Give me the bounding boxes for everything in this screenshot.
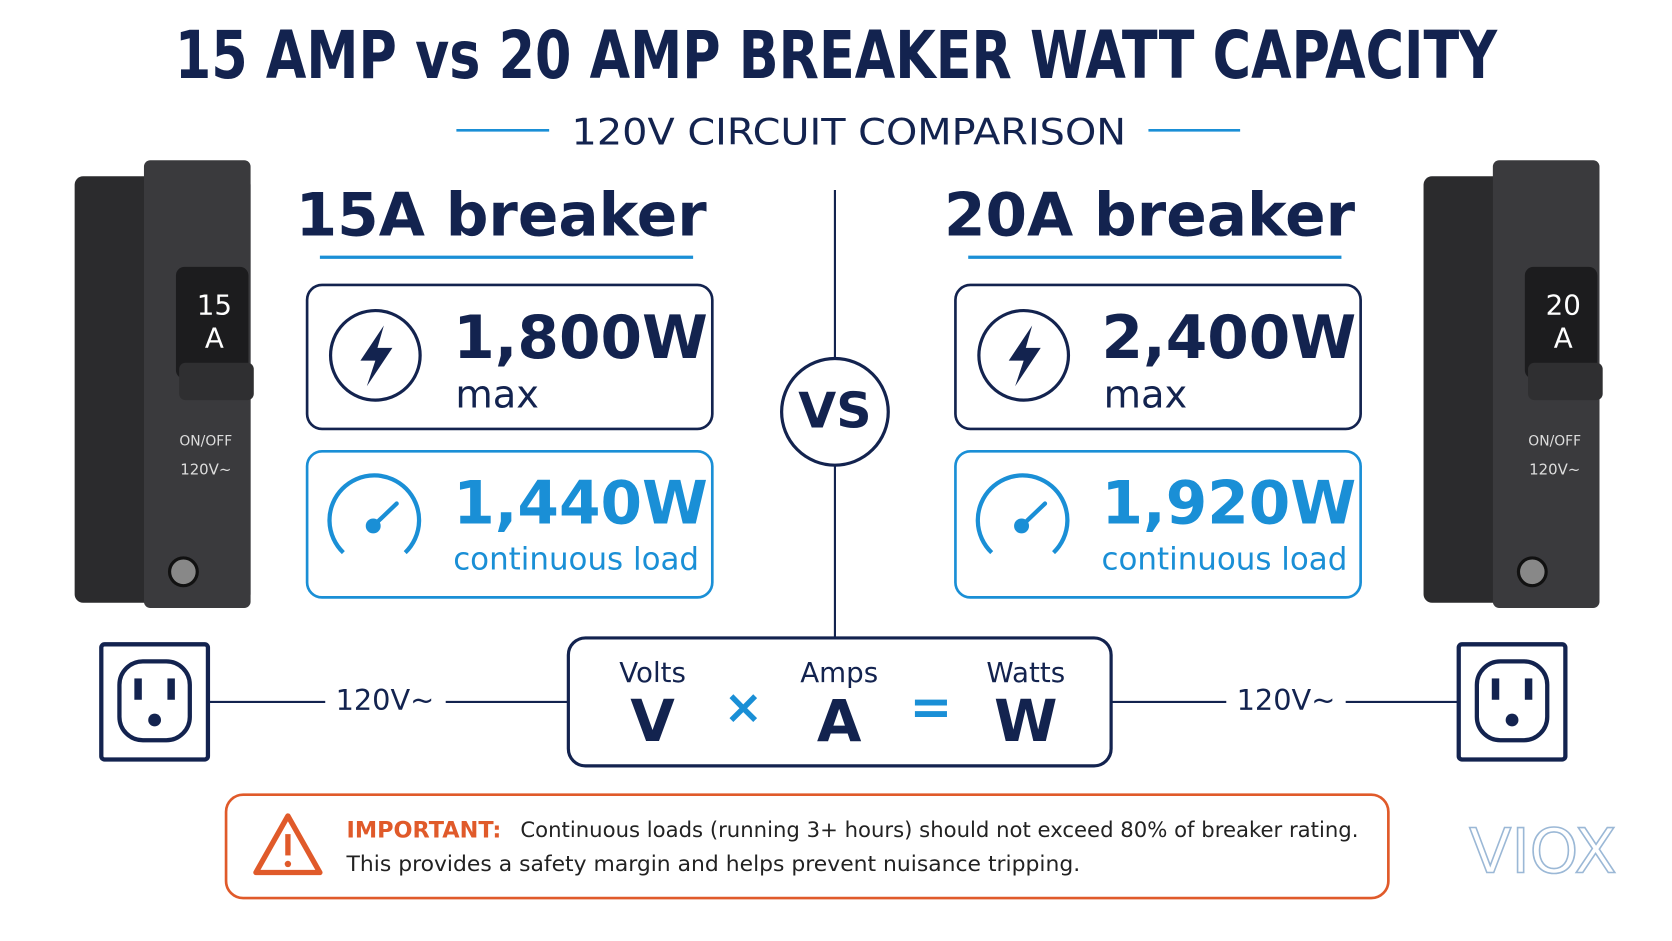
outlet-face: [1474, 659, 1550, 743]
note-line: Continuous loads (running 3+ hours) shou…: [520, 818, 1358, 843]
bolt-icon: [1008, 325, 1041, 387]
breaker-rating: A: [1554, 321, 1573, 354]
formula-name: Amps: [800, 656, 878, 689]
operator: =: [909, 677, 952, 737]
breaker-text: 120V~: [180, 461, 231, 479]
warning-icon: [253, 813, 323, 876]
breaker-rating: 20: [1546, 288, 1581, 321]
bolt-icon: [328, 308, 422, 402]
breaker-rating: 15: [197, 288, 232, 321]
formula-symbol: W: [994, 688, 1058, 755]
warning-icon: [284, 860, 292, 868]
max-label: max: [455, 372, 539, 417]
max-value: 2,400W: [1102, 304, 1357, 373]
breaker-handle: [179, 362, 254, 401]
breaker-toggle: [175, 266, 249, 379]
outlet-ground: [1505, 713, 1519, 727]
bolt-icon: [360, 325, 393, 387]
max-value: 1,800W: [453, 304, 708, 373]
outlet-slot: [1491, 678, 1500, 700]
outlet-slot: [167, 678, 175, 700]
gauge-hub: [1014, 518, 1030, 534]
breaker-text: 120V~: [1529, 461, 1580, 479]
bolt-icon: [977, 308, 1071, 402]
breaker-heading: 15A breaker: [296, 181, 708, 250]
outlet-slot: [134, 678, 142, 700]
breaker-text: ON/OFF: [179, 434, 232, 450]
max-box: [305, 283, 714, 431]
note-box: [224, 793, 1390, 900]
note-line: This provides a safety margin and helps …: [346, 852, 1081, 877]
vs: VS: [798, 381, 871, 439]
formula-name: Watts: [986, 656, 1065, 689]
formula-name: Volts: [619, 656, 686, 689]
continuous-value: 1,920W: [1102, 469, 1357, 538]
gauge-icon: [975, 473, 1070, 555]
voltage-label: 120V~: [336, 683, 435, 717]
continuous-label: continuous load: [1102, 542, 1348, 578]
continuous-box: [305, 449, 714, 599]
breaker-handle: [1528, 362, 1603, 401]
formula-symbol: A: [817, 688, 862, 755]
title: 15 AMP vs 20 AMP BREAKER WATT CAPACITY: [175, 17, 1498, 94]
formula-symbol: V: [630, 688, 675, 755]
breaker-rating: A: [205, 321, 224, 354]
subtitle: 120V CIRCUIT COMPARISON: [572, 111, 1126, 154]
breaker-toggle: [1524, 266, 1598, 379]
operator: ×: [724, 680, 763, 735]
continuous-box: [954, 449, 1362, 599]
vs-circle: [780, 356, 890, 467]
outlet-face: [117, 659, 192, 743]
breaker-screw: [1516, 556, 1548, 588]
gauge-hub: [365, 518, 381, 534]
gauge-icon: [327, 473, 422, 555]
outlet-ground: [148, 713, 162, 727]
logo: VIOX: [1469, 816, 1617, 888]
breaker-screw: [167, 556, 199, 588]
continuous-label: continuous load: [453, 542, 699, 578]
voltage-label: 120V~: [1237, 683, 1336, 717]
outlet-slot: [1524, 678, 1533, 700]
max-box: [954, 283, 1362, 431]
continuous-value: 1,440W: [453, 469, 708, 538]
breaker-heading: 20A breaker: [944, 181, 1356, 250]
breaker-text: ON/OFF: [1528, 434, 1581, 450]
max-label: max: [1104, 372, 1188, 417]
note-label: IMPORTANT:: [347, 817, 502, 843]
